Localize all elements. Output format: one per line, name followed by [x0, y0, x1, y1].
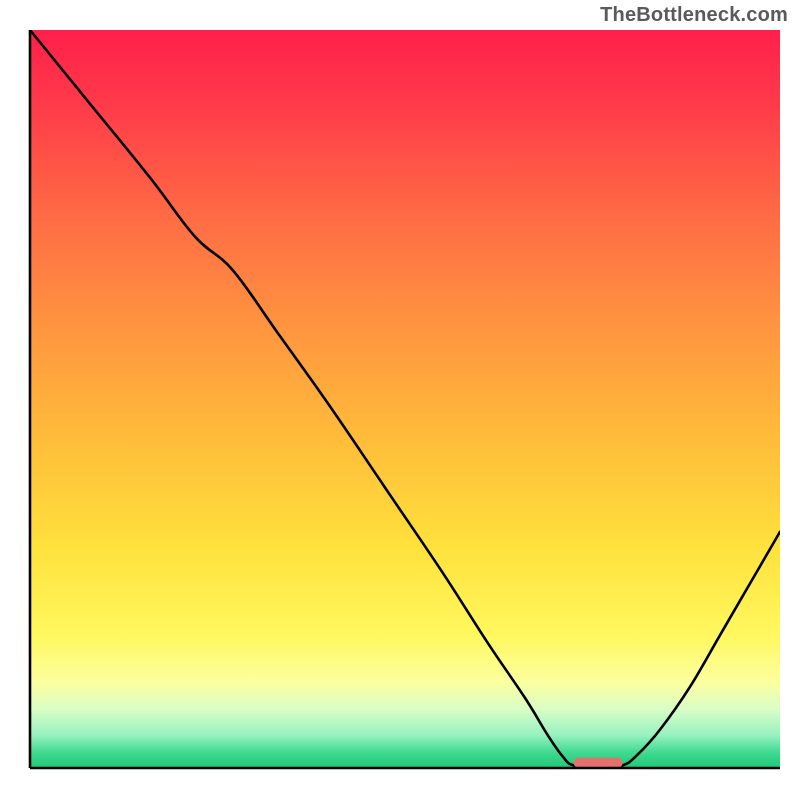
chart-stage: TheBottleneck.com — [0, 0, 800, 800]
watermark-text: TheBottleneck.com — [600, 4, 788, 27]
bottleneck-line-chart — [0, 0, 800, 800]
plot-container — [0, 0, 800, 800]
gradient-background — [30, 30, 780, 768]
optimal-range-marker — [574, 758, 623, 768]
